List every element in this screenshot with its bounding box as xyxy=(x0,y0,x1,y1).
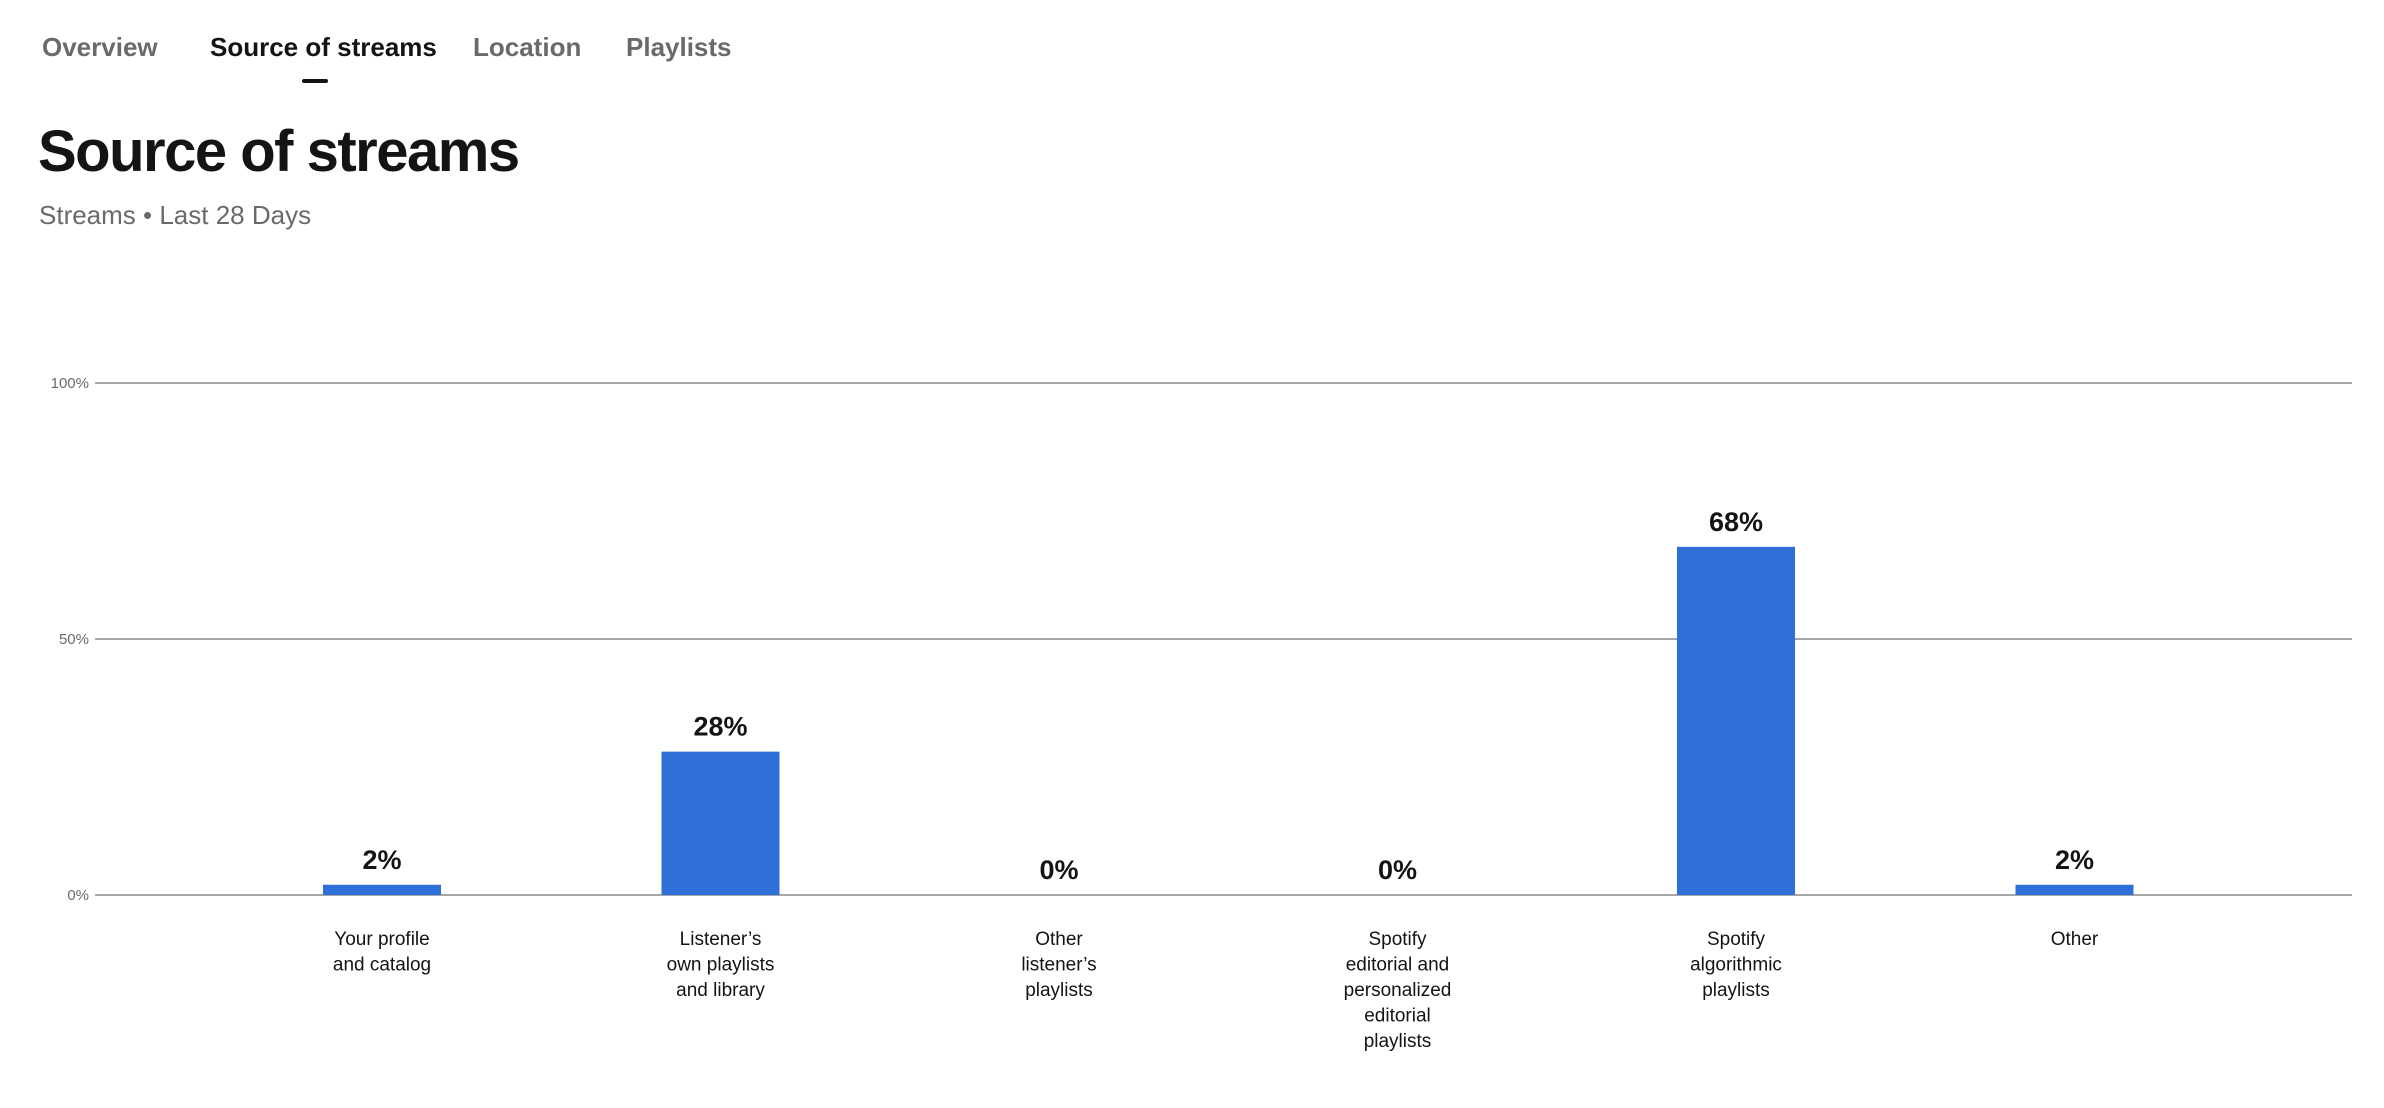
tab-location[interactable]: Location xyxy=(473,32,582,62)
bar xyxy=(2015,884,2134,895)
data-label: 0% xyxy=(1378,855,1417,885)
y-tick-label: 100% xyxy=(51,375,89,392)
data-label: 2% xyxy=(362,845,401,875)
x-tick-label: Spotify xyxy=(1368,929,1427,950)
tab-bar: Overview Source of streams Location Play… xyxy=(0,0,2384,90)
x-tick-label: editorial and xyxy=(1346,955,1450,976)
data-label: 0% xyxy=(1039,855,1078,885)
data-label: 28% xyxy=(693,712,747,742)
x-tick-label: Spotify xyxy=(1707,929,1766,950)
x-tick-label: own playlists xyxy=(667,955,775,976)
x-tick-label: and catalog xyxy=(333,955,431,976)
bar xyxy=(661,751,780,895)
page-subtitle: Streams • Last 28 Days xyxy=(39,200,312,230)
x-tick-label: algorithmic xyxy=(1690,955,1782,976)
tab-overview[interactable]: Overview xyxy=(42,32,158,62)
x-tick-label: playlists xyxy=(1025,980,1093,1001)
x-tick-label: personalized xyxy=(1344,980,1452,1001)
x-tick-label: playlists xyxy=(1364,1031,1432,1052)
x-tick-label: Your profile xyxy=(334,929,429,950)
x-tick-label: and library xyxy=(676,980,765,1001)
data-label: 68% xyxy=(1709,507,1763,537)
bar xyxy=(1677,546,1795,895)
active-tab-indicator xyxy=(302,79,328,83)
y-tick-label: 0% xyxy=(67,887,89,904)
bar xyxy=(323,884,441,895)
page-title: Source of streams xyxy=(38,119,520,184)
x-tick-label: Listener’s xyxy=(680,929,762,950)
x-tick-label: playlists xyxy=(1702,980,1770,1001)
x-tick-label: Other xyxy=(1035,929,1083,950)
tab-source-of-streams[interactable]: Source of streams xyxy=(210,32,437,62)
x-tick-label: Other xyxy=(2051,929,2099,950)
x-tick-label: listener’s xyxy=(1021,955,1096,976)
data-label: 2% xyxy=(2055,845,2094,875)
y-tick-label: 50% xyxy=(59,631,89,648)
tab-playlists[interactable]: Playlists xyxy=(626,32,732,62)
x-tick-label: editorial xyxy=(1364,1006,1431,1027)
